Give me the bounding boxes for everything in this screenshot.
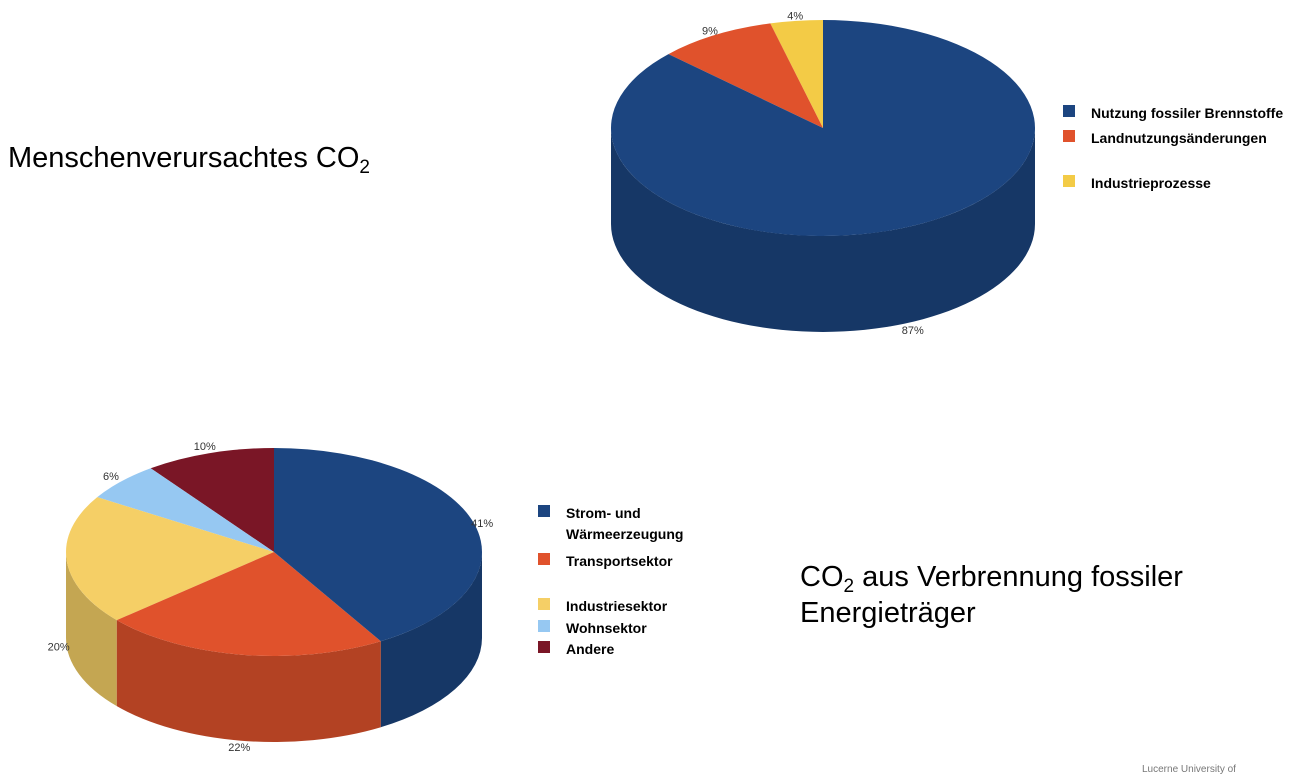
chart2-legend-swatch bbox=[538, 553, 550, 565]
chart2-side-strom-und-w-rmeerzeugung bbox=[380, 552, 482, 728]
title1-subscript: 2 bbox=[359, 157, 370, 178]
slide-title-anthropogenic-co2: Menschenverursachtes CO2 bbox=[8, 140, 370, 178]
chart2-legend-label: Wohnsektor bbox=[566, 620, 647, 636]
chart2-legend-label: Strom- und Wärmeerzeugung bbox=[566, 505, 684, 542]
title2-rest: aus Verbrennung fossiler bbox=[854, 561, 1183, 593]
title2-line1: CO2 aus Verbrennung fossiler bbox=[800, 559, 1183, 597]
chart2-legend-label: Industriesektor bbox=[566, 598, 668, 614]
chart2-data-label-strom-und-w-rmeerzeugung: 41% bbox=[471, 518, 493, 530]
chart1-legend-swatch bbox=[1063, 130, 1075, 142]
chart1-legend-label: Nutzung fossiler Brennstoffe bbox=[1091, 105, 1284, 121]
chart2-data-label-transportsektor: 22% bbox=[228, 742, 250, 754]
chart2-slice-transportsektor bbox=[116, 552, 381, 656]
chart1-data-label-nutzung-fossiler-brennstoffe: 87% bbox=[902, 325, 924, 337]
chart1-legend-label: Industrieprozesse bbox=[1091, 175, 1211, 191]
chart1-slice-landnutzungs-nderungen bbox=[668, 23, 823, 128]
chart1-data-label-landnutzungs-nderungen: 9% bbox=[702, 25, 718, 37]
title2-line2: Energieträger bbox=[800, 597, 976, 629]
chart2-slice-andere bbox=[150, 448, 274, 552]
chart2-legend-swatch bbox=[538, 505, 550, 517]
chart2-data-label-industriesektor: 20% bbox=[48, 642, 70, 654]
chart2-legend-swatch bbox=[538, 641, 550, 653]
chart2-data-label-wohnsektor: 6% bbox=[103, 471, 119, 483]
chart2-slice-strom-und-w-rmeerzeugung bbox=[274, 448, 483, 642]
chart2-side-transportsektor bbox=[116, 620, 381, 742]
footer-institution-text: Lucerne University of bbox=[1142, 764, 1236, 775]
slide-title-fossil-combustion-co2: CO2 aus Verbrennung fossiler Energieträg… bbox=[800, 559, 1183, 631]
chart2-legend-swatch bbox=[538, 598, 550, 610]
chart1-slice-industrieprozesse bbox=[770, 20, 823, 128]
pie-chart-anthropogenic-co2: 87% 9% 4% bbox=[611, 10, 1035, 337]
chart1-legend-swatch bbox=[1063, 175, 1075, 187]
chart1-data-label-industrieprozesse: 4% bbox=[787, 10, 803, 22]
legend-anthropogenic-co2: Nutzung fossiler Brennstoffe Landnutzungs… bbox=[1063, 105, 1303, 205]
chart2-legend-label: Transportsektor bbox=[566, 553, 673, 569]
chart2-legend-swatch bbox=[538, 620, 550, 632]
chart2-data-label-andere: 10% bbox=[194, 441, 216, 453]
chart1-legend-swatch bbox=[1063, 105, 1075, 117]
title2-subscript: 2 bbox=[843, 576, 855, 597]
chart2-slice-wohnsektor bbox=[97, 468, 274, 552]
title2-prefix: CO bbox=[800, 561, 844, 593]
chart2-legend-label: Andere bbox=[566, 641, 615, 657]
chart2-slice-industriesektor bbox=[65, 497, 274, 621]
title1-text: Menschenverursachtes CO bbox=[8, 142, 360, 174]
chart1-slice-nutzung-fossiler-brennstoffe bbox=[611, 20, 1035, 236]
chart1-legend-label: Landnutzungsänderungen bbox=[1091, 130, 1267, 146]
chart2-side-industriesektor bbox=[66, 552, 117, 707]
pie-chart-fossil-combustion-co2: 41% 22% 20% 6% 10% bbox=[48, 441, 494, 754]
legend-fossil-combustion-co2: Strom- und Wärmeerzeugung Transportsektor… bbox=[538, 505, 738, 665]
chart1-side-nutzung-fossiler-brennstoffe bbox=[611, 128, 1035, 332]
